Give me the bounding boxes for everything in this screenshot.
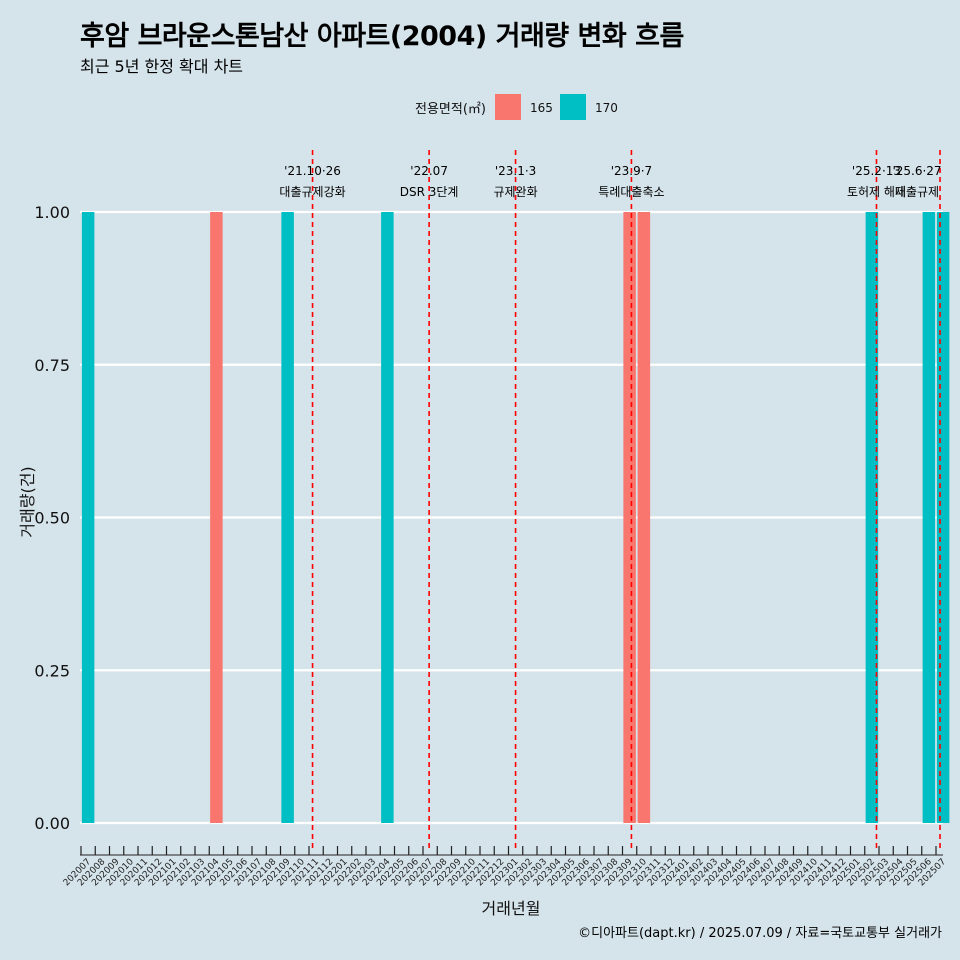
y-tick-label: 0.00 [34,814,70,833]
bar-170-202007 [81,212,95,823]
bar-170-202204 [381,212,394,823]
y-axis-title: 거래량(건) [18,466,37,537]
bar-170-202109 [281,212,294,823]
event-date-label: '21.10·26 [284,164,341,178]
bar-165-202310 [637,212,651,823]
chart-title: 후암 브라운스톤남산 아파트(2004) 거래량 변화 흐름 [80,21,684,52]
bar-165-202309 [623,212,636,823]
event-date-label: '23.1·3 [495,164,536,178]
chart-subtitle: 최근 5년 한정 확대 차트 [80,57,244,76]
legend-label-165: 165 [530,101,553,115]
bar-165-202104 [210,212,223,823]
legend-swatch-170 [560,94,586,120]
bar-170-202507 [936,212,950,823]
legend-label-170: 170 [595,101,618,115]
bar-170-202506 [922,212,936,823]
bar-170-202502 [865,212,879,823]
event-label: 특례대출축소 [598,185,664,199]
event-date-label: '22.07 [410,164,448,178]
y-tick-label: 0.50 [34,509,70,528]
event-label: 토허제 해제 [847,185,906,199]
event-date-label: '25.6·27 [892,164,941,178]
event-label: 대출규제 [895,185,939,199]
y-tick-label: 0.75 [34,356,70,375]
chart-caption: ©디아파트(dapt.kr) / 2025.07.09 / 자료=국토교통부 실… [578,926,942,941]
event-label: 대출규제강화 [279,185,345,199]
legend-title: 전용면적(㎡) [415,102,486,117]
y-tick-label: 1.00 [34,203,70,222]
y-tick-label: 0.25 [34,661,70,680]
event-label: 규제완화 [493,185,537,199]
x-axis-title: 거래년월 [482,899,541,918]
event-date-label: '23.9·7 [611,164,652,178]
legend-swatch-165 [495,94,521,120]
event-label: DSR 3단계 [400,185,459,199]
event-date-label: '25.2·13 [852,164,901,178]
